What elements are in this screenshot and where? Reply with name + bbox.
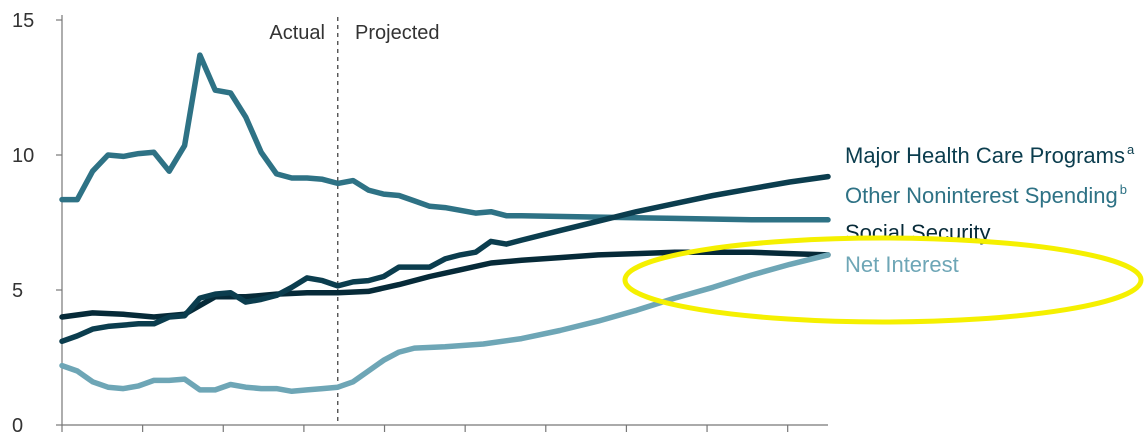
series-line-major-health-care-programs: [59, 173, 831, 345]
highlight-annotation: [622, 235, 1144, 325]
footnote-marker: a: [1127, 142, 1135, 157]
y-tick-label: 0: [12, 415, 23, 433]
series-label-other-noninterest-spending: Other Noninterest Spending b: [845, 182, 1127, 208]
x-ticks: [61, 425, 789, 432]
actual-label: Actual: [269, 22, 325, 44]
y-tick-labels: 0 5 10 15: [12, 10, 62, 433]
highlight-ellipse: [622, 235, 1144, 325]
series-labels: Major Health Care Programs a Other Noninte…: [845, 142, 1135, 277]
y-tick-label: 15: [12, 10, 34, 32]
y-tick-label: 5: [12, 280, 23, 302]
chart-axes: [61, 15, 828, 426]
footnote-marker: b: [1120, 182, 1127, 197]
series-label-net-interest: Net Interest: [845, 252, 959, 277]
series-label-major-health-care-programs: Major Health Care Programs a: [845, 142, 1135, 168]
series-line-other-noninterest-spending: [59, 52, 831, 223]
projected-label: Projected: [355, 22, 440, 44]
y-tick-label: 10: [12, 145, 34, 167]
series-line-net-interest: [59, 252, 831, 395]
series-lines: [59, 52, 831, 395]
